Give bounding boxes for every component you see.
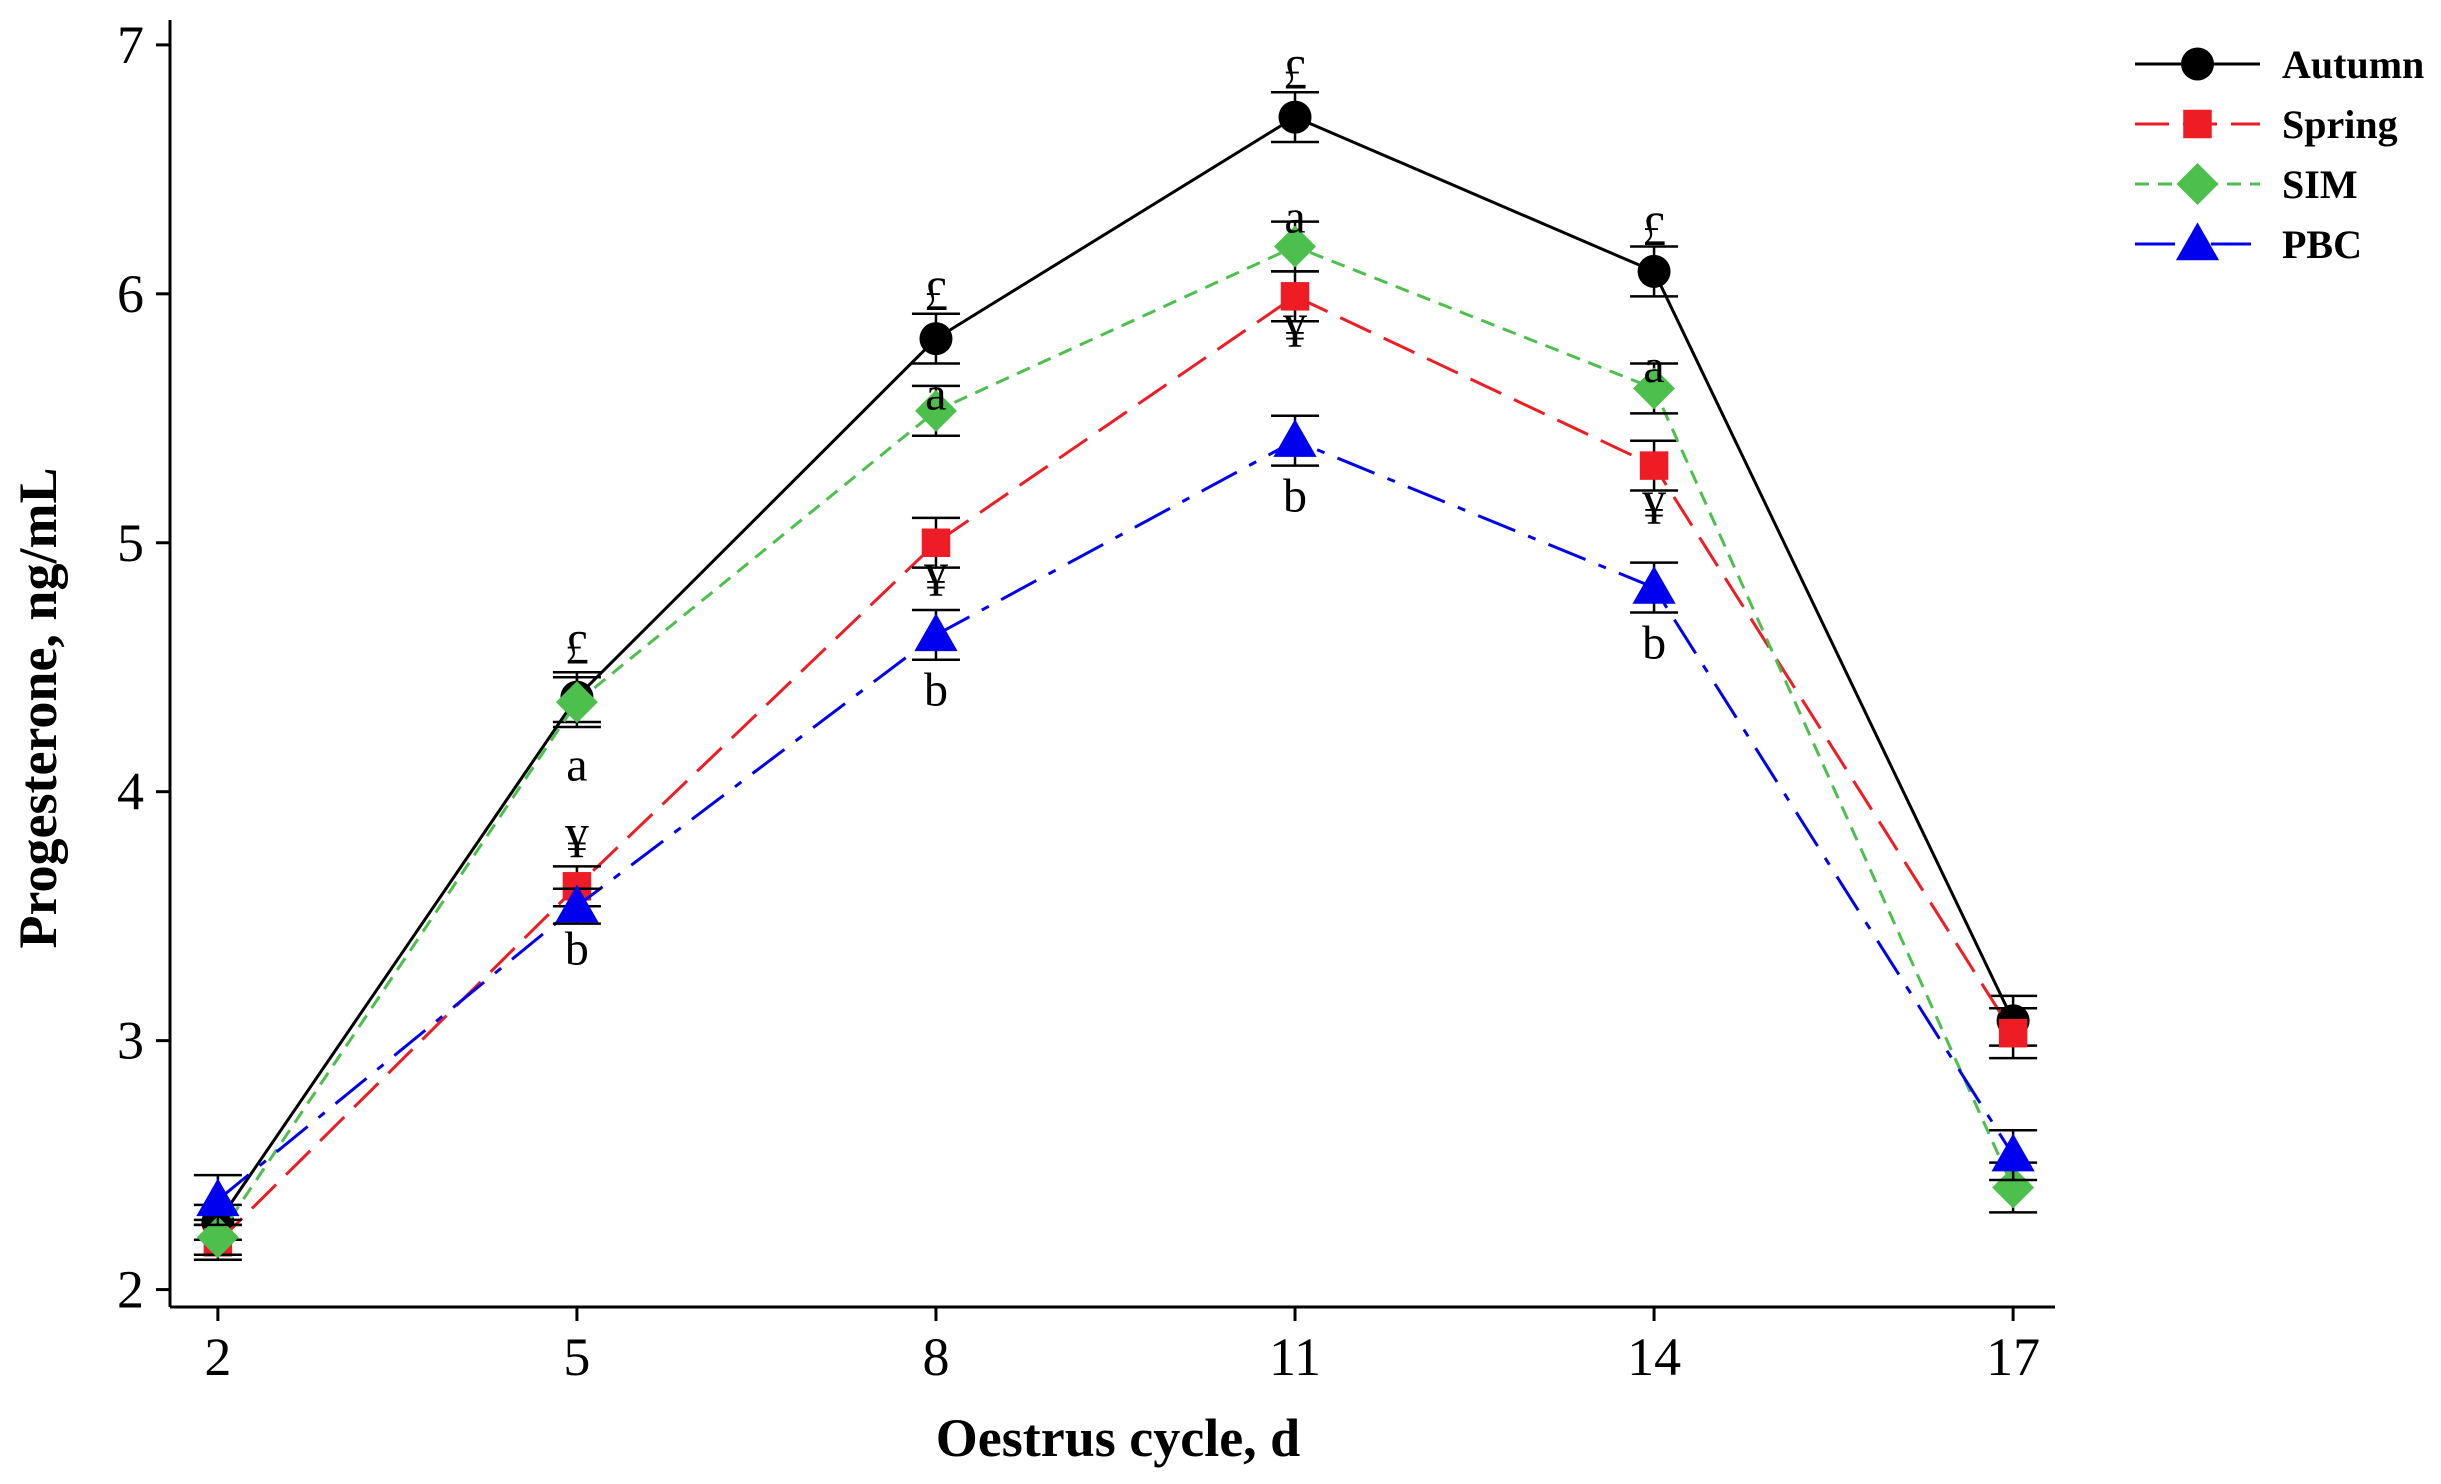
legend-label: PBC [2282,222,2362,267]
x-tick-label: 8 [922,1327,949,1387]
marker-point [1632,565,1676,604]
series-line [216,439,2015,1202]
legend-label: Spring [2282,102,2398,147]
marker-point [914,613,958,652]
marker-point [196,1178,240,1217]
marker-point [1633,367,1676,410]
marker-point [1274,225,1317,268]
significance-label: ¥ [924,554,948,607]
legend-item-sim: SIM [2135,162,2358,207]
marker-point [921,528,951,558]
marker-point [1637,254,1671,288]
marker-point [1278,100,1312,134]
marker-point [914,389,957,432]
significance-label: b [924,664,948,717]
marker-point [1998,1018,2028,1048]
y-tick-label: 7 [117,15,144,75]
significance-label: a [566,738,587,791]
axes: 2 3 4 5 6 7 2 5 8 11 14 17 [117,15,2055,1387]
x-axis-title: Oestrus cycle, d [936,1408,1300,1468]
legend-label: SIM [2282,162,2358,207]
significance-label: ¥ [1283,305,1307,358]
significance-label: ¥ [565,815,589,868]
annotations: £ a ¥ b £ a ¥ b £ a ¥ b £ a ¥ b [565,46,1666,975]
marker-point [1280,282,1310,311]
significance-label: £ [924,268,948,321]
significance-label: a [925,367,946,420]
significance-label: a [1643,340,1664,393]
y-tick-label: 3 [117,1011,144,1071]
legend: Autumn Spring SIM PBC [2135,42,2424,267]
legend-item-autumn: Autumn [2135,42,2424,87]
series-line [216,294,2015,1244]
legend-item-pbc: PBC [2135,222,2362,267]
significance-label: a [1284,191,1305,244]
y-tick-label: 5 [117,513,144,573]
legend-label: Autumn [2282,42,2424,87]
series-spring [193,270,2038,1261]
marker-point [1639,451,1669,480]
x-tick-label: 5 [563,1327,590,1387]
significance-label: b [1642,616,1666,669]
significance-label: b [1283,469,1307,522]
marker-point [1273,419,1317,457]
marker-point [555,681,598,724]
marker-point [2175,222,2220,261]
marker-point [919,322,953,356]
y-tick-label: 4 [117,762,144,822]
significance-label: b [565,923,589,976]
y-tick-label: 6 [117,264,144,324]
series-pbc [193,414,2038,1227]
x-tick-label: 2 [204,1327,231,1387]
legend-item-spring: Spring [2135,102,2398,147]
marker-point [2181,47,2214,81]
series-sim [193,220,2038,1259]
x-tick-label: 11 [1269,1327,1321,1387]
marker-point [196,1216,239,1259]
x-tick-label: 14 [1627,1327,1681,1387]
y-tick-label: 2 [117,1260,144,1320]
marker-point [2176,163,2219,205]
marker-point [1991,1133,2035,1172]
marker-point [555,884,599,923]
series-autumn [193,90,2038,1242]
series-line [216,244,2015,1239]
significance-label: £ [1283,46,1307,99]
series-layer [193,90,2038,1261]
marker-point [1992,1166,2035,1209]
y-axis-title: Progesterone, ng/mL [8,468,68,949]
x-tick-label: 17 [1986,1327,2040,1387]
marker-point [2183,109,2212,139]
significance-label: £ [1642,203,1666,256]
significance-label: ¥ [1642,482,1666,535]
series-line [216,115,2015,1224]
significance-label: £ [565,621,589,674]
